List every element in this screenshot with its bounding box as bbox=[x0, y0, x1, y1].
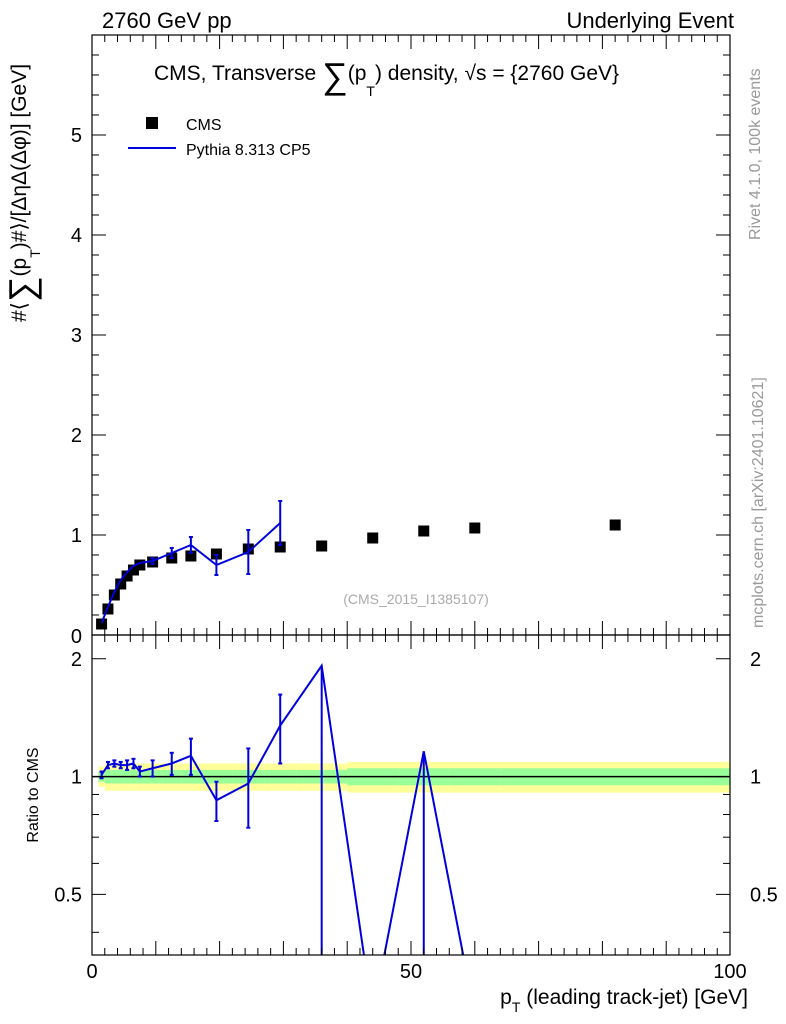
ratio-y-axis-label: Ratio to CMS bbox=[25, 747, 42, 842]
legend-cms-label: CMS bbox=[186, 117, 222, 134]
main-ticks: 0 1 2 3 4 5 bbox=[71, 35, 731, 648]
mcplots-label: mcplots.cern.ch [arXiv:2401.10621] bbox=[750, 377, 767, 628]
cms-point bbox=[609, 519, 621, 531]
ratio-panel: 0.5 0.5 1 1 2 2 0 50 100 bbox=[54, 634, 778, 983]
header-left: 2760 GeV pp bbox=[102, 8, 232, 33]
x-tick-label: 50 bbox=[400, 961, 422, 983]
cms-point bbox=[127, 564, 139, 576]
ratio-tick-label-left: 2 bbox=[71, 649, 82, 671]
cms-point bbox=[418, 525, 430, 537]
y-tick-label: 2 bbox=[71, 425, 82, 447]
y-tick-label: 3 bbox=[71, 325, 82, 347]
x-tick-label: 100 bbox=[713, 961, 746, 983]
cms-point bbox=[108, 589, 120, 601]
y-tick-label: 5 bbox=[71, 125, 82, 147]
cms-point bbox=[115, 578, 127, 590]
ratio-frame bbox=[91, 634, 731, 956]
ratio-tick-label-right: 0.5 bbox=[750, 884, 778, 906]
ratio-ticks: 0.5 0.5 1 1 2 2 0 50 100 bbox=[54, 635, 778, 983]
main-data-layer bbox=[96, 500, 621, 630]
ratio-tick-label-right: 2 bbox=[750, 649, 761, 671]
cms-point bbox=[274, 541, 286, 553]
analysis-label: (CMS_2015_I1385107) bbox=[343, 591, 489, 607]
ratio-tick-label-left: 0.5 bbox=[54, 884, 82, 906]
header-right: Underlying Event bbox=[566, 8, 734, 33]
x-tick-label: 0 bbox=[86, 961, 97, 983]
ratio-data-layer bbox=[92, 663, 730, 955]
cms-point bbox=[367, 532, 379, 544]
y-tick-label: 4 bbox=[71, 225, 82, 247]
ratio-tick-label-right: 1 bbox=[750, 767, 761, 789]
x-axis-label: pT (leading track-jet) [GeV] bbox=[500, 986, 748, 1015]
legend: CMS Pythia 8.313 CP5 bbox=[128, 117, 311, 159]
y-tick-label: 1 bbox=[71, 525, 82, 547]
cms-point bbox=[96, 618, 108, 630]
cms-point bbox=[316, 540, 328, 552]
cms-point bbox=[121, 570, 133, 582]
y-axis-label: #⟨∑(pT)#⟩/[ΔηΔ(Δφ)] [GeV] bbox=[1, 64, 43, 322]
legend-cms-marker bbox=[146, 117, 158, 129]
cms-point bbox=[185, 550, 197, 562]
cms-point bbox=[134, 559, 146, 571]
y-tick-label: 0 bbox=[71, 626, 82, 648]
chart-title: CMS, Transverse ∑(pT) density, √s = {276… bbox=[154, 55, 619, 99]
ratio-tick-label-left: 1 bbox=[71, 767, 82, 789]
legend-mc-label: Pythia 8.313 CP5 bbox=[186, 142, 311, 159]
rivet-label: Rivet 4.1.0, 100k events bbox=[747, 68, 764, 240]
main-panel: 0 1 2 3 4 5 bbox=[71, 34, 731, 648]
cms-point bbox=[469, 522, 481, 534]
